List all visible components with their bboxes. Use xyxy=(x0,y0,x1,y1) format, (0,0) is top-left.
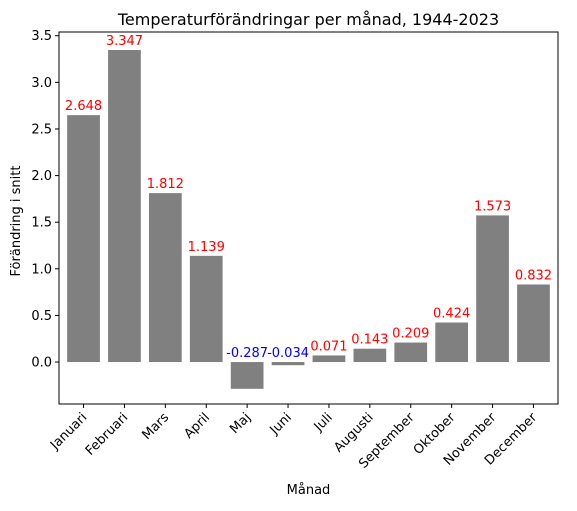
x-tick-label-maj: Maj xyxy=(227,410,254,437)
data-label-november: 1.573 xyxy=(474,199,511,214)
data-label-mars: 1.812 xyxy=(147,177,184,192)
bar-augusti xyxy=(353,348,387,363)
y-tick-label: 2.5 xyxy=(31,122,52,137)
axes-layer xyxy=(58,31,559,405)
y-tick-label: 2.0 xyxy=(31,169,52,184)
y-tick-label: 3.5 xyxy=(31,29,52,44)
y-tick-label: 0.5 xyxy=(31,309,52,324)
data-label-juli: 0.071 xyxy=(310,339,347,354)
x-axis-label: Månad xyxy=(287,483,331,498)
y-tick-label: 1.0 xyxy=(31,262,52,277)
bar-maj xyxy=(230,362,264,389)
x-tick-label-april: April xyxy=(181,410,213,442)
data-label-augusti: 0.143 xyxy=(351,333,388,348)
x-tick-label-juni: Juni xyxy=(267,410,295,438)
x-tick-label-juli: Juli xyxy=(311,410,336,435)
data-label-juni: -0.034 xyxy=(267,346,309,361)
bar-juli xyxy=(312,355,346,363)
y-tick-label: 0.0 xyxy=(31,356,52,371)
bar-september xyxy=(394,342,428,363)
data-label-maj: -0.287 xyxy=(226,346,268,361)
bar-mars xyxy=(148,193,182,363)
y-axis-label: Förändring i snitt xyxy=(9,166,24,277)
data-label-januari: 2.648 xyxy=(65,99,102,114)
data-label-april: 1.139 xyxy=(188,240,225,255)
bar-oktober xyxy=(435,322,469,363)
bar-december xyxy=(517,284,550,363)
chart-title: Temperaturförändringar per månad, 1944-2… xyxy=(117,10,499,29)
x-tick-label-februari: Februari xyxy=(83,410,131,458)
bar-november xyxy=(476,215,509,363)
data-labels-layer: 2.648 3.347 1.812 1.139 -0.287-0.034 0.071 0.1… xyxy=(65,34,552,361)
data-label-oktober: 0.424 xyxy=(433,307,470,322)
data-label-september: 0.209 xyxy=(392,327,429,342)
plot-frame xyxy=(58,31,559,405)
data-label-februari: 3.347 xyxy=(106,34,143,49)
data-label-december: 0.832 xyxy=(515,268,552,283)
bar-januari xyxy=(67,115,100,363)
bar-februari xyxy=(108,49,141,363)
bar-juni xyxy=(271,362,305,366)
x-tick-label-mars: Mars xyxy=(139,410,172,443)
bar-april xyxy=(189,255,223,363)
bars-layer xyxy=(67,49,550,389)
y-tick-label: 1.5 xyxy=(31,216,52,231)
y-tick-label: 3.0 xyxy=(31,76,52,91)
